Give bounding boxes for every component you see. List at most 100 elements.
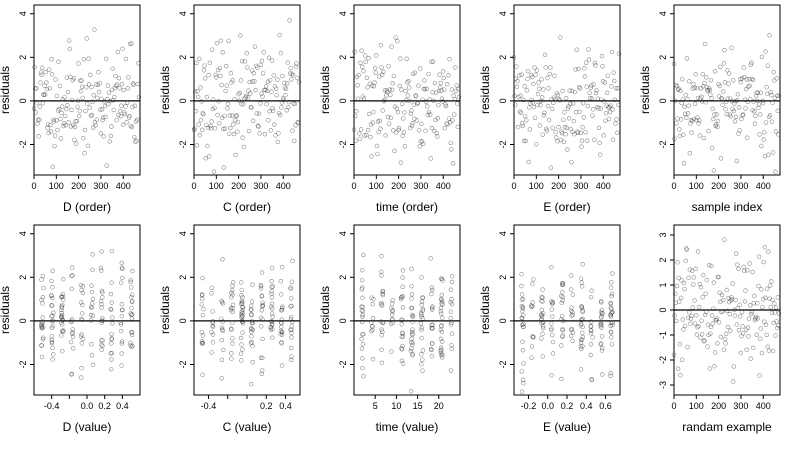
data-point bbox=[730, 281, 735, 286]
y-tick-label: 0 bbox=[498, 318, 508, 323]
data-point bbox=[110, 321, 115, 326]
data-point bbox=[409, 340, 414, 345]
data-point bbox=[675, 87, 681, 93]
data-point bbox=[229, 295, 234, 300]
data-point bbox=[268, 128, 273, 133]
data-point bbox=[739, 76, 745, 81]
data-point bbox=[440, 352, 445, 358]
data-point bbox=[240, 135, 245, 140]
x-tick-label: 400 bbox=[596, 181, 611, 191]
data-point bbox=[757, 336, 763, 342]
data-point bbox=[425, 112, 431, 118]
data-point bbox=[580, 125, 585, 130]
data-point bbox=[202, 63, 207, 68]
data-point bbox=[614, 130, 620, 136]
data-point bbox=[102, 103, 108, 109]
data-point bbox=[537, 123, 542, 128]
data-point bbox=[98, 107, 103, 112]
data-point bbox=[412, 70, 418, 75]
data-point bbox=[722, 336, 728, 342]
data-point bbox=[254, 111, 259, 116]
data-point bbox=[417, 144, 422, 149]
data-point bbox=[59, 333, 64, 338]
data-point bbox=[252, 79, 257, 84]
data-point bbox=[281, 97, 286, 103]
data-point bbox=[755, 90, 761, 96]
data-point bbox=[240, 330, 245, 335]
data-point bbox=[586, 57, 592, 62]
data-point bbox=[109, 331, 114, 337]
data-point bbox=[110, 315, 115, 320]
data-point bbox=[209, 350, 214, 355]
data-point bbox=[608, 371, 613, 376]
data-point bbox=[549, 373, 554, 378]
data-point bbox=[530, 303, 535, 309]
data-point bbox=[518, 93, 523, 99]
data-point bbox=[119, 302, 125, 307]
data-point bbox=[729, 295, 734, 300]
data-point bbox=[761, 259, 766, 265]
data-point bbox=[74, 118, 80, 124]
data-point bbox=[96, 70, 101, 75]
data-point bbox=[61, 276, 66, 282]
data-point bbox=[118, 113, 123, 119]
data-point bbox=[579, 280, 584, 285]
data-point bbox=[772, 95, 778, 100]
data-point bbox=[712, 350, 718, 355]
data-point bbox=[608, 329, 614, 335]
data-point bbox=[678, 372, 683, 378]
data-point bbox=[90, 267, 95, 273]
data-point bbox=[108, 307, 114, 312]
data-point bbox=[265, 88, 270, 94]
data-point bbox=[56, 59, 61, 65]
data-point bbox=[740, 113, 745, 118]
data-point bbox=[395, 109, 401, 115]
data-point bbox=[240, 310, 245, 316]
data-point bbox=[53, 77, 58, 82]
data-point bbox=[675, 260, 680, 265]
data-point bbox=[672, 136, 677, 141]
data-point bbox=[613, 86, 619, 91]
data-point bbox=[130, 292, 135, 297]
data-point bbox=[200, 275, 205, 281]
data-point bbox=[388, 115, 394, 121]
data-point bbox=[521, 321, 526, 327]
data-point bbox=[106, 90, 112, 95]
data-point bbox=[94, 117, 99, 122]
data-point bbox=[757, 112, 763, 117]
data-point bbox=[40, 315, 45, 320]
data-point bbox=[261, 50, 266, 55]
y-tick-label: 2 bbox=[498, 275, 508, 280]
data-point bbox=[531, 104, 537, 110]
data-point bbox=[293, 123, 298, 128]
data-point bbox=[409, 283, 414, 289]
data-point bbox=[576, 84, 582, 90]
data-point bbox=[41, 92, 46, 97]
data-point bbox=[136, 94, 142, 100]
data-point bbox=[70, 330, 75, 335]
data-point bbox=[748, 303, 753, 308]
data-point bbox=[750, 77, 756, 83]
data-point bbox=[686, 103, 691, 108]
data-point bbox=[359, 277, 365, 283]
data-point bbox=[198, 118, 204, 123]
data-point bbox=[128, 340, 133, 346]
data-point bbox=[598, 341, 604, 346]
data-point bbox=[740, 324, 745, 329]
data-point bbox=[596, 106, 601, 111]
data-point bbox=[599, 325, 604, 330]
data-point bbox=[194, 143, 200, 148]
data-point bbox=[380, 288, 386, 294]
data-point bbox=[429, 125, 435, 131]
data-point bbox=[269, 284, 274, 290]
data-point bbox=[235, 119, 241, 125]
data-point bbox=[119, 351, 124, 356]
data-point bbox=[593, 63, 598, 68]
data-point bbox=[289, 335, 294, 340]
data-point bbox=[194, 60, 199, 66]
data-point bbox=[724, 287, 729, 293]
data-point bbox=[746, 77, 752, 82]
data-point bbox=[211, 97, 216, 102]
